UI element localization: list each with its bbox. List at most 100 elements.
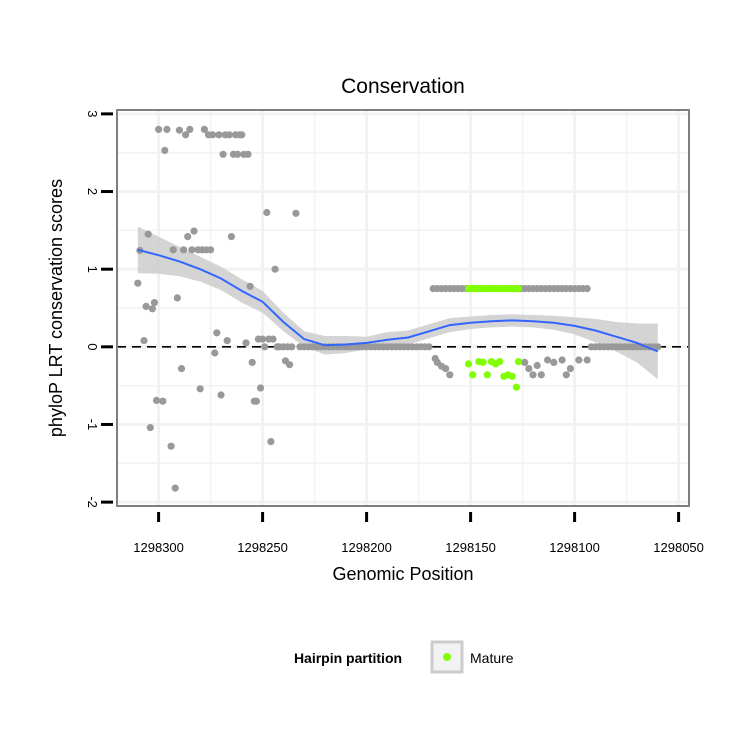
data-point (155, 125, 163, 133)
series-mature (464, 285, 523, 391)
data-point (479, 358, 487, 366)
x-tick-label: 1298300 (133, 540, 184, 555)
data-point (575, 356, 583, 364)
smooth-line (137, 248, 659, 353)
data-point (292, 209, 300, 217)
data-point (256, 384, 265, 392)
data-point (134, 279, 142, 287)
data-point (583, 285, 591, 293)
data-point (271, 265, 279, 273)
data-point (442, 365, 450, 373)
y-tick-label: 1 (85, 266, 100, 273)
data-point (550, 358, 558, 366)
data-point (533, 361, 541, 370)
y-axis-title: phyloP LRT conservation scores (46, 179, 66, 437)
data-point (269, 335, 277, 343)
data-point (512, 383, 521, 391)
confidence-band (137, 226, 658, 380)
data-point (219, 150, 227, 158)
grid (117, 110, 689, 506)
data-point (558, 356, 566, 364)
data-point (207, 246, 215, 254)
data-point (425, 343, 433, 351)
x-tick-label: 1298200 (341, 540, 392, 555)
y-tick-label: 0 (85, 343, 100, 350)
panel-border (116, 109, 690, 507)
data-point (514, 358, 523, 366)
data-point (144, 230, 152, 238)
x-tick-label: 1298150 (445, 540, 496, 555)
x-axis: 1298300 1298250 1298200 1298150 1298100 12980… (133, 512, 704, 555)
data-point (171, 484, 179, 492)
data-point (223, 337, 231, 345)
x-tick-label: 1298050 (653, 540, 704, 555)
data-point (583, 356, 591, 364)
data-point (152, 396, 161, 404)
data-point (175, 126, 183, 134)
data-point (529, 371, 537, 379)
data-point (654, 343, 662, 351)
data-point (446, 371, 454, 379)
data-point (161, 146, 169, 154)
data-point (184, 233, 192, 241)
legend-key-marker (443, 653, 451, 661)
data-point (246, 282, 254, 290)
data-point (180, 246, 188, 254)
scatter-points (134, 125, 662, 492)
data-point (211, 349, 219, 357)
data-point (163, 125, 171, 133)
data-point (566, 365, 575, 373)
data-point (469, 371, 477, 379)
data-point (169, 246, 177, 254)
data-point (288, 343, 296, 351)
x-tick-label: 1298100 (549, 540, 600, 555)
data-point (225, 131, 233, 139)
data-point (209, 131, 217, 139)
data-point (252, 397, 260, 405)
data-point (177, 365, 186, 373)
data-point (261, 343, 269, 351)
y-tick-label: -1 (85, 419, 100, 431)
data-point (159, 397, 167, 405)
data-point (263, 208, 271, 217)
data-point (521, 358, 529, 366)
data-point (182, 131, 190, 139)
data-point (464, 360, 473, 368)
x-tick-label: 1298250 (237, 540, 288, 555)
x-axis-title: Genomic Position (332, 564, 473, 584)
data-point (173, 294, 181, 302)
data-point (142, 302, 150, 310)
y-tick-label: -2 (85, 496, 100, 508)
data-point (140, 337, 148, 345)
data-point (244, 150, 252, 158)
y-axis: -2 -1 0 1 2 3 (85, 110, 113, 508)
data-point (483, 371, 491, 379)
confidence-band-area (137, 226, 658, 380)
data-point (186, 125, 194, 133)
data-point (213, 329, 221, 337)
data-point (259, 335, 267, 343)
data-point (146, 424, 154, 432)
data-point (188, 246, 196, 254)
data-point (234, 150, 242, 158)
y-tick-label: 3 (85, 110, 100, 117)
data-point (525, 365, 533, 373)
data-point (267, 438, 275, 446)
data-point (196, 385, 204, 393)
data-point (242, 339, 250, 347)
data-point (562, 371, 570, 379)
data-point (544, 356, 552, 364)
chart-title: Conservation (341, 75, 465, 98)
data-point (248, 358, 256, 366)
data-point (148, 305, 156, 313)
legend-title: Hairpin partition (294, 650, 402, 666)
data-point (537, 371, 545, 379)
data-point (215, 131, 223, 139)
data-point (238, 131, 246, 139)
data-point (286, 361, 294, 369)
data-point (167, 442, 175, 450)
smooth-curve (137, 248, 659, 353)
legend-label-mature: Mature (470, 650, 514, 666)
y-tick-label: 2 (85, 188, 100, 195)
